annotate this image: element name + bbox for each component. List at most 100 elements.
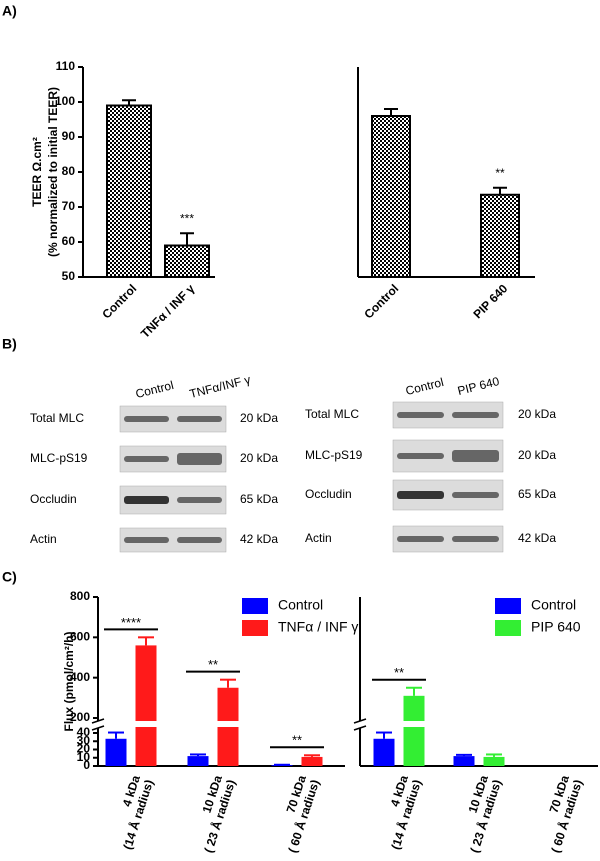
legend-label: Control	[531, 597, 576, 613]
blot-band	[124, 416, 169, 422]
blot-band	[124, 537, 169, 543]
size-label: 20 kDa	[240, 451, 278, 465]
legend-swatch	[242, 598, 268, 614]
bar	[187, 756, 209, 766]
size-label: 20 kDa	[518, 448, 556, 462]
x-tick-label: PIP 640	[470, 281, 510, 321]
protein-label: Actin	[305, 531, 332, 545]
blot-band	[397, 453, 444, 459]
y-tick-label: 0	[83, 758, 90, 772]
y-axis-label: (% normalized to initial TEER)	[46, 87, 60, 257]
blot-band	[452, 492, 499, 498]
break-mark	[353, 718, 367, 724]
protein-label: Occludin	[30, 492, 77, 506]
size-label: 42 kDa	[240, 532, 278, 546]
x-tick-label: 70 kDa( 60 Å radius)	[284, 773, 323, 854]
y-tick-label: 200	[70, 710, 90, 724]
bar	[480, 193, 520, 278]
significance: **	[208, 657, 218, 672]
axis-break	[92, 721, 104, 728]
blot-band	[397, 412, 444, 418]
y-tick-label: 30	[77, 733, 91, 747]
blot-band	[124, 456, 169, 462]
lane-label: Control	[134, 378, 175, 401]
size-label: 20 kDa	[518, 407, 556, 421]
x-tick-label: Control	[361, 281, 401, 321]
blot-band	[177, 497, 222, 503]
size-label: 20 kDa	[240, 411, 278, 425]
bar	[483, 756, 505, 766]
legend-swatch	[495, 620, 521, 636]
bar-break	[134, 721, 158, 727]
blot-band	[177, 537, 222, 543]
blot-band	[124, 496, 169, 504]
lane-label: TNFα/INF γ	[188, 372, 252, 401]
x-tick-label: TNFα / INF γ	[138, 281, 198, 341]
protein-label: MLC-pS19	[305, 448, 363, 462]
y-tick-label: 20	[77, 742, 91, 756]
panel-label: C)	[2, 569, 17, 585]
x-tick-label: 70 kDa( 60 Å radius)	[547, 773, 586, 854]
size-label: 65 kDa	[240, 492, 278, 506]
protein-label: Total MLC	[30, 411, 84, 425]
y-tick-label: 400	[70, 670, 90, 684]
break-mark	[91, 725, 105, 731]
significance: **	[495, 166, 505, 180]
size-label: 65 kDa	[518, 487, 556, 501]
blot-band	[397, 491, 444, 499]
significance: **	[394, 665, 404, 680]
x-tick-label: 4 kDa(14 Å radius)	[119, 773, 156, 851]
bar	[135, 645, 157, 766]
x-tick-label: Control	[99, 281, 139, 321]
protein-label: Occludin	[305, 487, 352, 501]
size-label: 42 kDa	[518, 531, 556, 545]
blot-band	[177, 416, 222, 422]
significance: ***	[180, 211, 194, 225]
y-tick-label: 80	[62, 164, 76, 178]
y-tick-label: 110	[56, 59, 76, 73]
protein-label: MLC-pS19	[30, 451, 88, 465]
axis-break	[354, 721, 366, 728]
y-tick-label: 70	[62, 199, 76, 213]
bar-break	[216, 721, 240, 727]
legend-swatch	[495, 598, 521, 614]
bar	[371, 115, 411, 278]
break-mark	[353, 725, 367, 731]
bar	[271, 765, 293, 766]
bar-break	[402, 721, 426, 727]
lane-label: PIP 640	[456, 374, 501, 398]
bar	[106, 104, 152, 278]
y-axis-label: TEER Ω.cm²	[30, 137, 44, 207]
y-tick-label: 40	[77, 725, 91, 739]
bar	[403, 695, 425, 766]
legend-label: PIP 640	[531, 619, 581, 635]
bar	[164, 244, 210, 278]
lane-label: Control	[404, 375, 445, 398]
blot-band	[397, 536, 444, 542]
significance: **	[292, 733, 302, 748]
y-tick-label: 60	[62, 234, 76, 248]
blot-band	[452, 412, 499, 418]
y-tick-label: 100	[55, 94, 75, 108]
significance: ****	[121, 615, 141, 630]
bar	[373, 738, 395, 766]
blot-band	[452, 536, 499, 542]
legend-swatch	[242, 620, 268, 636]
panel-label: A)	[2, 3, 17, 19]
y-tick-label: 50	[62, 269, 76, 283]
y-tick-label: 10	[77, 750, 91, 764]
blot-band	[452, 450, 499, 462]
break-mark	[91, 718, 105, 724]
protein-label: Actin	[30, 532, 57, 546]
y-tick-label: 800	[70, 589, 90, 603]
x-tick-label: 4 kDa(14 Å radius)	[387, 773, 424, 851]
blot-band	[177, 453, 222, 465]
bar	[301, 756, 323, 766]
bar	[453, 756, 475, 766]
panel-label: B)	[2, 336, 17, 352]
y-tick-label: 600	[70, 630, 90, 644]
bar	[105, 738, 127, 766]
x-tick-label: 10 kDa( 23 Å radius)	[200, 773, 239, 854]
y-axis-label: Flux (pmol/cm²/h)	[62, 632, 76, 732]
